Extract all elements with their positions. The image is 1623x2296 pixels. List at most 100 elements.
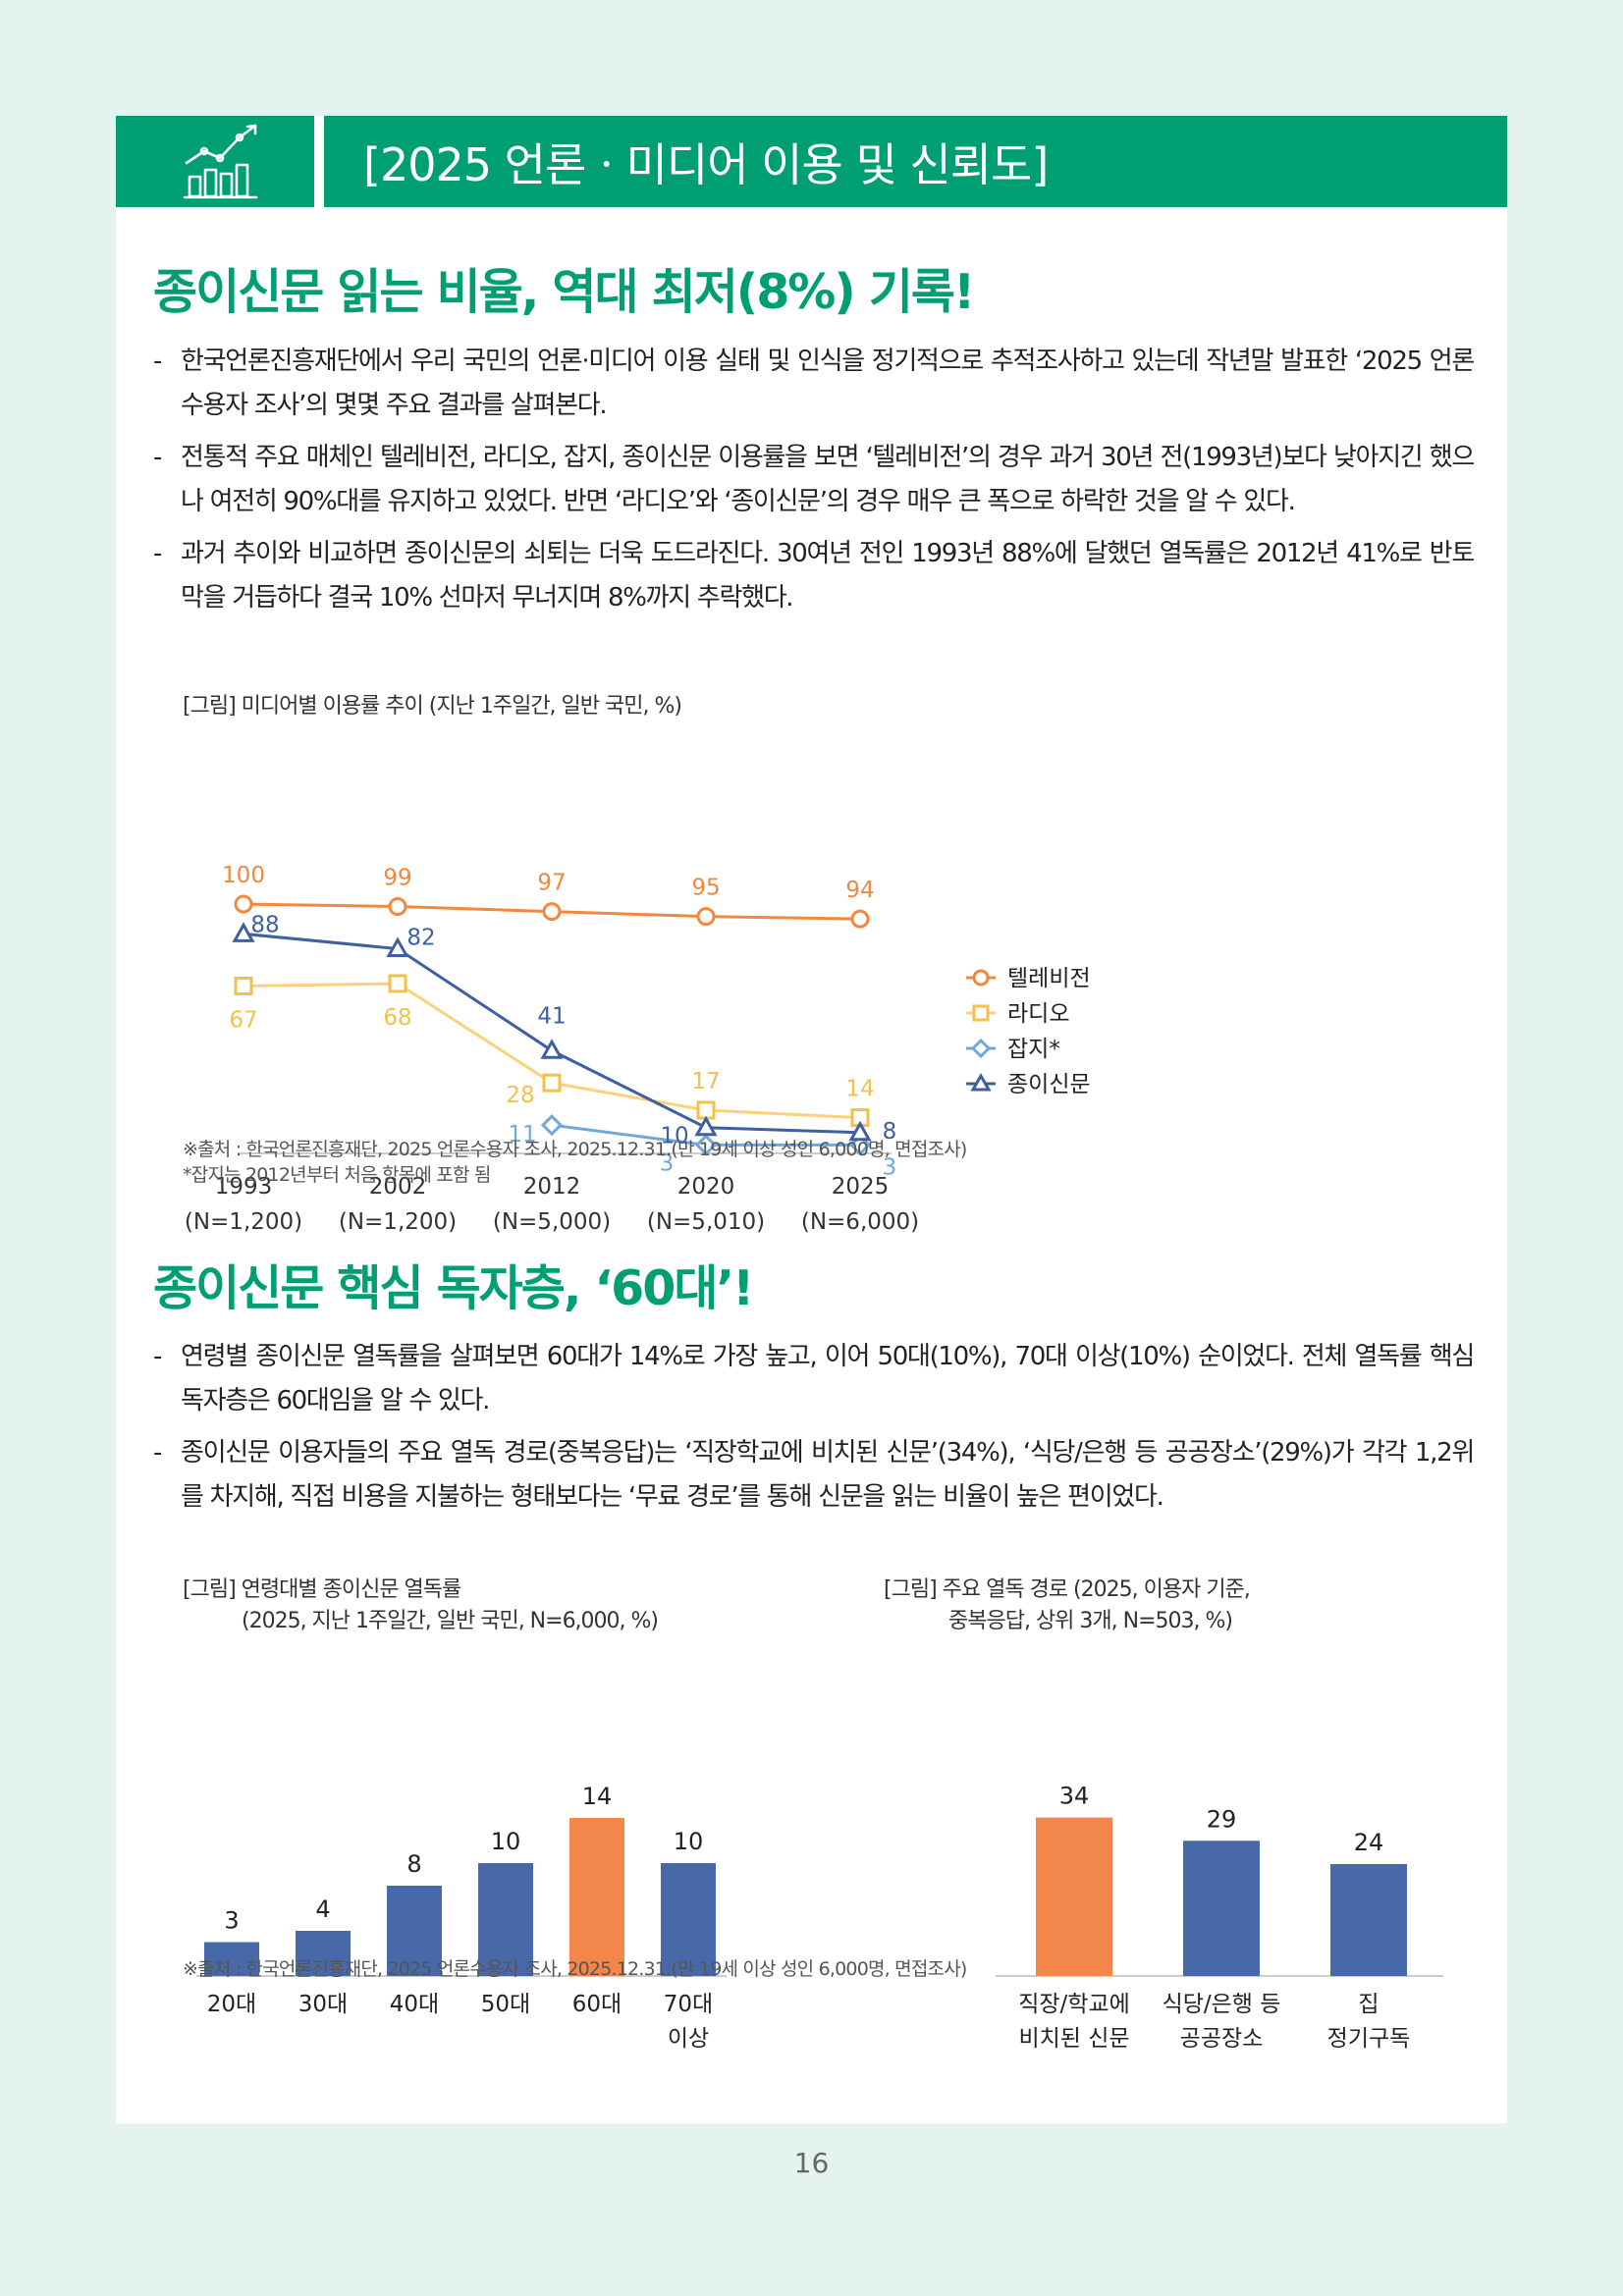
figure-2-caption-line2: (2025, 지난 1주일간, 일반 국민, N=6,000, %) (242, 1609, 659, 1633)
section-1-bullets: - 한국언론진흥재단에서 우리 국민의 언론·미디어 이용 실태 및 인식을 정기… (153, 340, 1475, 628)
bullet-item: - 연령별 종이신문 열독률을 살펴보면 60대가 14%로 가장 높고, 이어 … (153, 1342, 1475, 1415)
x-tick-label: 직장/학교에 (1018, 1992, 1130, 2017)
bar-value-label: 10 (491, 1828, 521, 1855)
data-label: 68 (383, 1005, 411, 1031)
bar-value-label: 10 (674, 1828, 704, 1855)
bar-value-label: 34 (1059, 1783, 1090, 1810)
data-label: 10 (660, 1124, 688, 1149)
bar (1036, 1817, 1112, 1976)
bar (1183, 1841, 1260, 1976)
header-title-box: [2025 언론ㆍ미디어 이용 및 신뢰도] (324, 116, 1507, 207)
x-tick-sublabel: (N=5,000) (493, 1209, 611, 1235)
figure-1-note: *잡지는 2012년부터 처음 항목에 포함 됨 (183, 1164, 491, 1186)
data-label: 3 (883, 1154, 897, 1180)
data-label: 28 (506, 1083, 534, 1108)
data-label: 82 (406, 926, 435, 951)
legend-label: 종이신문 (1007, 1072, 1091, 1097)
x-tick-label: 식당/은행 등 (1163, 1992, 1281, 2017)
x-tick-label: 2020 (677, 1174, 735, 1200)
legend-marker (972, 969, 990, 987)
x-tick-sublabel: (N=1,200) (339, 1209, 457, 1235)
x-tick-label: 정기구독 (1327, 2026, 1411, 2052)
bar-value-label: 24 (1354, 1829, 1384, 1856)
x-tick-label: 2012 (523, 1174, 581, 1200)
data-point-square (696, 1100, 716, 1120)
x-tick-label: 50대 (481, 1992, 530, 2017)
data-label: 3 (660, 1150, 675, 1176)
data-label: 17 (691, 1069, 720, 1095)
data-point-square (234, 976, 253, 995)
header-icon-box (116, 116, 314, 207)
bullet-item: - 과거 추이와 비교하면 종이신문의 쇠퇴는 더욱 도드라진다. 30여년 전인… (153, 539, 1475, 613)
data-point-triangle (848, 1120, 872, 1142)
figure-2-source: ※출처 : 한국언론진흥재단, 2025 언론수용자 조사, 2025.12.3… (183, 1958, 967, 1980)
x-tick-label: 60대 (572, 1992, 622, 2017)
data-point-triangle (540, 1039, 564, 1059)
data-point-triangle (232, 922, 255, 942)
data-point-circle (388, 897, 407, 917)
data-label: 97 (537, 871, 566, 896)
bullet-text: 전통적 주요 매체인 텔레비전, 라디오, 잡지, 종이신문 이용률을 보면 ‘… (181, 443, 1475, 516)
bullet-item: - 전통적 주요 매체인 텔레비전, 라디오, 잡지, 종이신문 이용률을 보면 … (153, 443, 1475, 516)
bar-value-label: 14 (582, 1783, 613, 1810)
media-usage-line-chart: 100 99 97 95 94 67 68 28 17 14 11 3 3 88 82 41 10 8 1993 (N… (185, 863, 1091, 1235)
x-tick-label: 2025 (832, 1174, 890, 1200)
x-tick-label: 20대 (207, 1992, 256, 2017)
figure-3-caption-line2: 중복응답, 상위 3개, N=503, %) (948, 1609, 1233, 1633)
x-tick-sublabel: (N=1,200) (185, 1209, 302, 1235)
legend-label: 잡지* (1007, 1037, 1060, 1062)
bullet-text: 과거 추이와 비교하면 종이신문의 쇠퇴는 더욱 도드라진다. 30여년 전인 … (181, 539, 1475, 613)
bullet-text: 한국언론진흥재단에서 우리 국민의 언론·미디어 이용 실태 및 인식을 정기적… (181, 347, 1475, 420)
bar (296, 1931, 351, 1976)
bar (569, 1818, 624, 1976)
data-label: 88 (250, 912, 279, 937)
legend-label: 텔레비전 (1007, 966, 1091, 991)
figure-2-caption-line1: [그림] 연령대별 종이신문 열독률 (183, 1577, 461, 1602)
x-tick-label: 이상 (668, 2026, 709, 2052)
data-label: 41 (537, 1003, 566, 1029)
section-1-title: 종이신문 읽는 비율, 역대 최저(8%) 기록! (153, 264, 975, 320)
x-tick-label: 집 (1358, 1992, 1379, 2017)
figure-1-caption: [그림] 미디어별 이용률 추이 (지난 1주일간, 일반 국민, %) (183, 694, 682, 719)
x-tick-label: 공공장소 (1180, 2026, 1264, 2052)
data-point-square (388, 974, 407, 993)
data-label: 100 (222, 863, 265, 888)
x-tick-label: 70대 (664, 1992, 713, 2017)
bar (1330, 1864, 1407, 1976)
x-tick-sublabel: (N=5,010) (647, 1209, 765, 1235)
x-tick-sublabel: (N=6,000) (801, 1209, 919, 1235)
data-label: 95 (691, 876, 720, 901)
bar-value-label: 8 (406, 1850, 421, 1878)
data-point-triangle (694, 1115, 718, 1137)
legend-marker (970, 1038, 992, 1059)
data-point-circle (542, 902, 562, 922)
bar (661, 1863, 716, 1976)
figure-3-caption-line1: [그림] 주요 열독 경로 (2025, 이용자 기준, (884, 1577, 1251, 1602)
x-tick-label: 1993 (215, 1174, 273, 1200)
data-label: 11 (508, 1122, 536, 1148)
data-point-circle (850, 909, 870, 929)
data-point-circle (696, 907, 716, 927)
bar-value-label: 29 (1207, 1805, 1237, 1833)
data-point-diamond (694, 1134, 718, 1156)
bar (204, 1942, 259, 1976)
x-tick-label: 비치된 신문 (1018, 2026, 1129, 2052)
bar (387, 1886, 442, 1976)
bullet-item: - 종이신문 이용자들의 주요 열독 경로(중복응답)는 ‘직장학교에 비치된 신… (153, 1438, 1475, 1512)
bullet-text: 연령별 종이신문 열독률을 살펴보면 60대가 14%로 가장 높고, 이어 5… (181, 1342, 1475, 1415)
data-label: 8 (883, 1119, 897, 1145)
bar (478, 1863, 533, 1976)
page-card: [2025 언론ㆍ미디어 이용 및 신뢰도] 종이신문 읽는 비율, 역대 최저… (116, 116, 1507, 2123)
x-tick-label: 30대 (298, 1992, 348, 2017)
bullet-item: - 한국언론진흥재단에서 우리 국민의 언론·미디어 이용 실태 및 인식을 정기… (153, 347, 1475, 420)
page-number: 16 (793, 2147, 830, 2179)
legend-label: 라디오 (1007, 1001, 1069, 1027)
bar-chart-trend-icon (183, 124, 258, 199)
data-point-circle (234, 894, 253, 914)
data-label: 99 (383, 866, 411, 891)
x-tick-label: 40대 (390, 1992, 439, 2017)
section-2-bullets: - 연령별 종이신문 열독률을 살펴보면 60대가 14%로 가장 높고, 이어 … (153, 1335, 1475, 1527)
data-point-triangle (386, 936, 409, 958)
header-title: [2025 언론ㆍ미디어 이용 및 신뢰도] (363, 138, 1049, 191)
